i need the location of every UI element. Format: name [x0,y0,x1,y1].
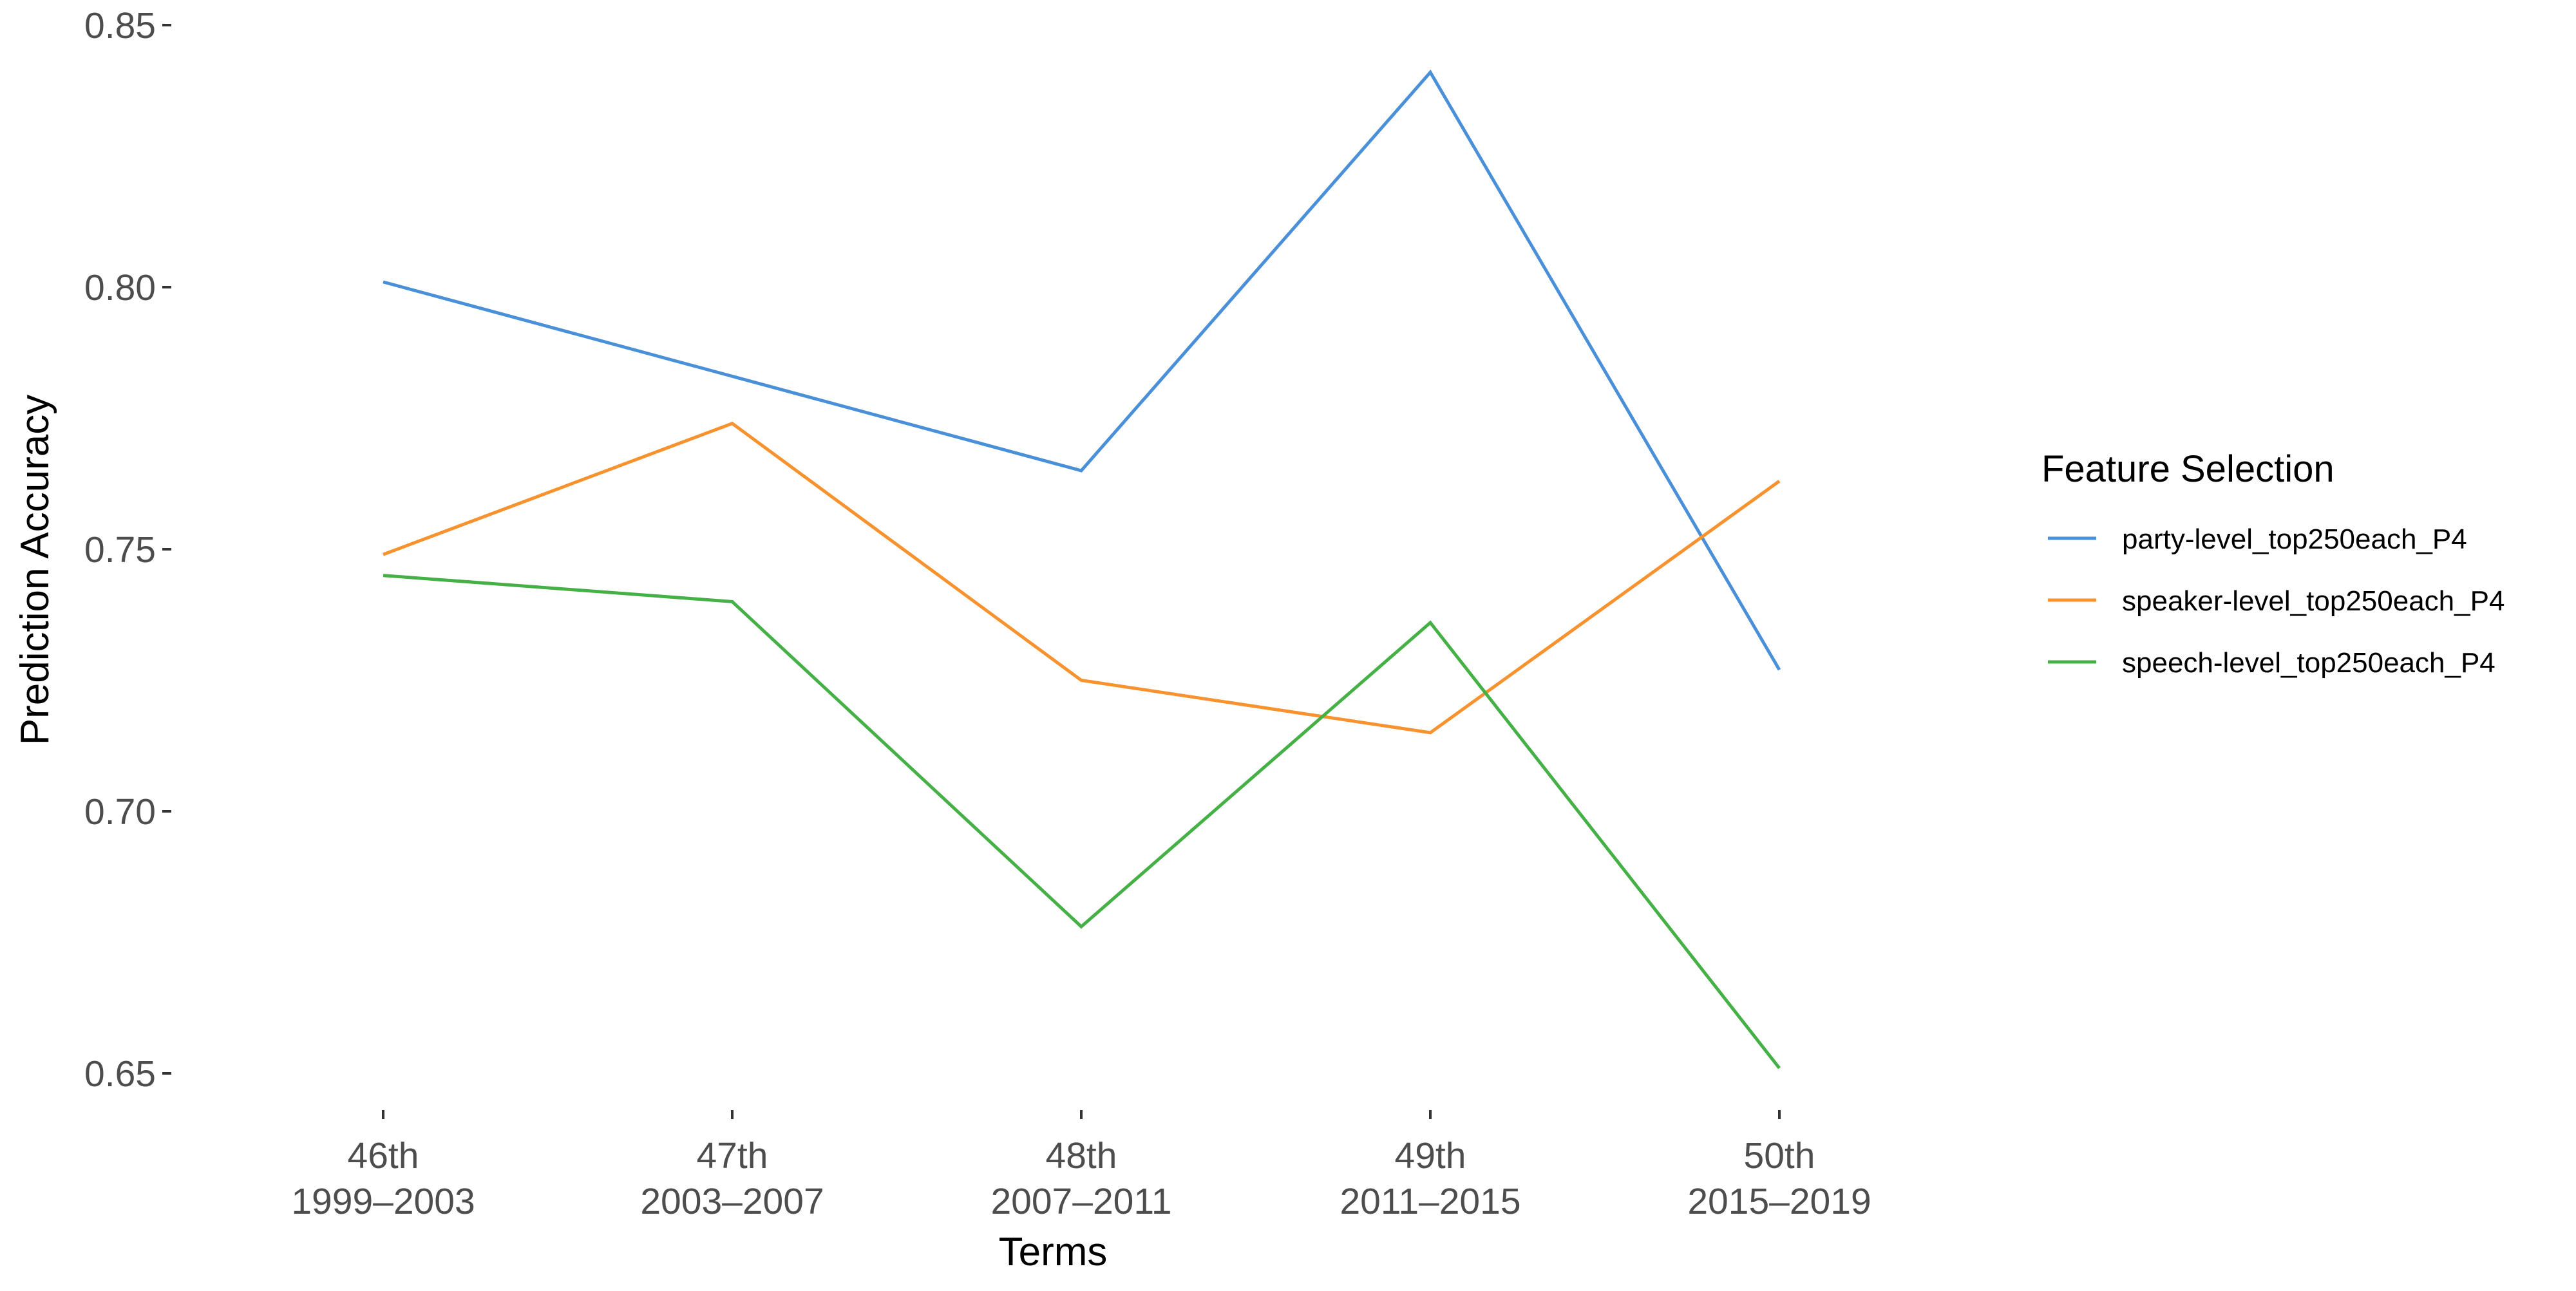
series-line-2 [383,421,1781,735]
plot-lines [383,70,1781,1070]
x-tick-label-term: 50th [1744,1135,1815,1176]
x-tick-label-term: 47th [697,1135,768,1176]
y-axis-title: Prediction Accuracy [13,395,57,745]
y-tick-label: 0.80 [84,267,156,308]
x-axis-title: Terms [999,1230,1108,1274]
series-line-1 [383,70,1781,671]
y-tick-label: 0.70 [84,791,156,833]
y-tick-label: 0.65 [84,1053,156,1095]
legend-label-1: party-level_top250each_P4 [2122,523,2467,555]
y-tick-label: 0.85 [84,5,156,46]
x-tick-label-years: 2003–2007 [640,1181,824,1222]
legend-label-2: speaker-level_top250each_P4 [2122,585,2505,617]
x-tick-label-years: 1999–2003 [291,1181,475,1222]
y-tick-label: 0.75 [84,529,156,570]
legend: Feature Selection party-level_top250each… [2041,448,2505,679]
x-tick-label-term: 49th [1395,1135,1466,1176]
x-tick-label-term: 46th [348,1135,419,1176]
x-tick-label-term: 48th [1046,1135,1117,1176]
x-tick-label-years: 2011–2015 [1340,1181,1520,1222]
series-line-3 [383,574,1781,1070]
x-tick-label-years: 2015–2019 [1687,1181,1871,1222]
y-axis: 0.65 0.70 0.75 0.80 0.85 [84,5,171,1095]
x-axis: 46th 1999–2003 47th 2003–2007 48th 2007–2011 4… [291,1110,1871,1222]
legend-label-3: speech-level_top250each_P4 [2122,647,2496,679]
legend-title: Feature Selection [2041,448,2334,490]
x-tick-label-years: 2007–2011 [990,1181,1171,1222]
